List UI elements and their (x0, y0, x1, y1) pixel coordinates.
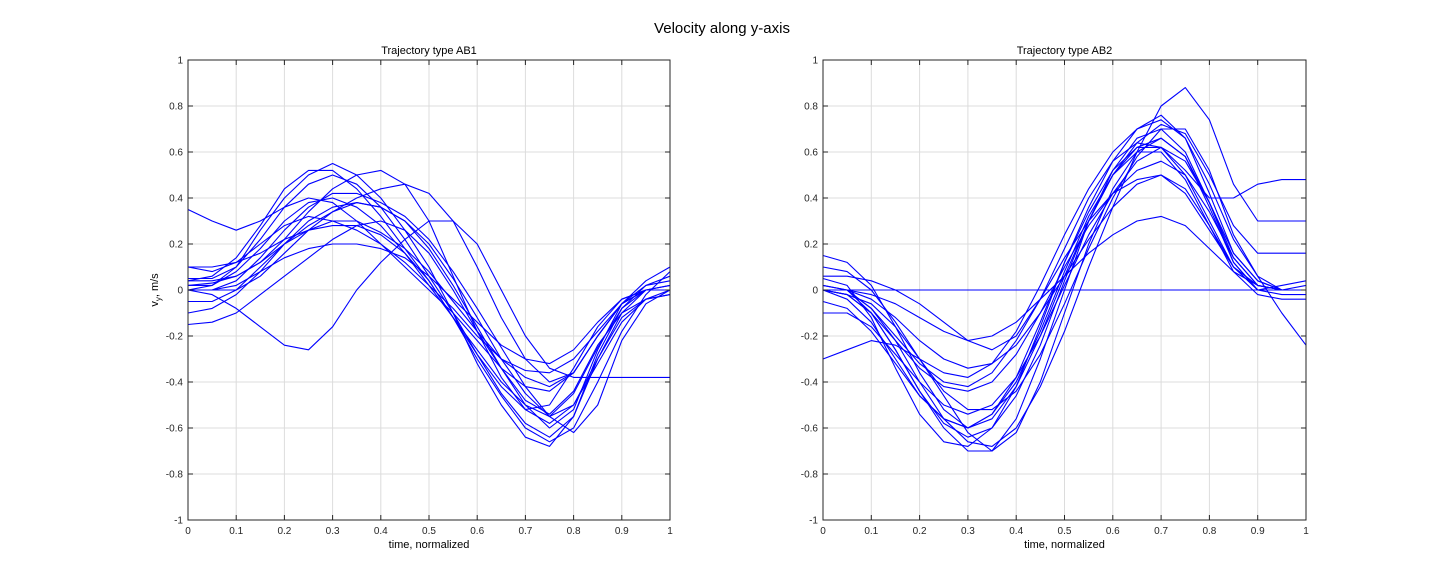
x-tick-label: 0.4 (1009, 526, 1023, 537)
x-tick-label: 0.3 (326, 526, 340, 537)
y-tick-label: -0.2 (801, 332, 819, 343)
x-tick-label: 0.4 (374, 526, 388, 537)
x-tick-label: 0.8 (1202, 526, 1216, 537)
x-tick-label: 1 (1303, 526, 1309, 537)
subplot-title: Trajectory type AB1 (381, 45, 477, 57)
x-tick-label: 0.5 (1058, 526, 1072, 537)
subplot-ab1: 0 0.1 0.2 0.3 0.4 0.5 0.6 0.7 0.8 0.9 1 -1 -0.8 -0.6 -… (149, 45, 673, 551)
y-tick-label: 0 (177, 286, 183, 297)
y-tick-label: -0.4 (801, 378, 819, 389)
x-tick-label: 0.2 (277, 526, 291, 537)
subplot-ab2: 0 0.1 0.2 0.3 0.4 0.5 0.6 0.7 0.8 0.9 1 -1 -0.8 -0.6 -… (801, 45, 1309, 551)
series-line-7 (822, 128, 1306, 411)
y-tick-label: 1 (812, 56, 818, 67)
subplot-title: Trajectory type AB2 (1017, 45, 1113, 57)
series-line-8 (822, 137, 1306, 452)
y-tick-label: -0.8 (801, 470, 819, 481)
x-tick-label: 0.9 (1251, 526, 1265, 537)
series-line-3 (822, 174, 1306, 388)
y-tick-label: 0.4 (804, 194, 818, 205)
y-tick-label: 1 (177, 56, 183, 67)
series-line-14 (188, 183, 670, 383)
y-tick-label: 0 (812, 286, 818, 297)
y-axis-label: vy, m/s (149, 273, 163, 307)
figure-title: Velocity along y-axis (654, 20, 790, 37)
x-tick-label: 0.7 (1154, 526, 1168, 537)
y-tick-label: 0.8 (804, 102, 818, 113)
x-tick-label: 0.2 (913, 526, 927, 537)
y-tick-label: 0.6 (169, 148, 183, 159)
series-line-4 (822, 114, 1306, 447)
series-line-15 (822, 151, 1306, 429)
y-axis-label-unit: , m/s (149, 273, 161, 297)
y-tick-label: -1 (809, 516, 818, 527)
series-line-11 (822, 119, 1307, 378)
y-tick-label: 0.2 (804, 240, 818, 251)
y-tick-label: -0.6 (801, 424, 819, 435)
x-tick-label: 0.8 (567, 526, 581, 537)
x-axis-label: time, normalized (1024, 539, 1105, 551)
y-tick-label: 0.2 (169, 240, 183, 251)
y-axis-label-symbol: v (149, 301, 161, 307)
series-line-12 (823, 87, 1306, 447)
y-tick-label: 0.6 (804, 148, 818, 159)
x-axis-label: time, normalized (389, 539, 470, 551)
series-line-8 (188, 243, 670, 365)
x-tick-label: 0.7 (518, 526, 532, 537)
y-tick-label: -0.4 (166, 378, 184, 389)
y-tick-label: 0.8 (169, 102, 183, 113)
y-tick-label: -0.2 (166, 332, 184, 343)
y-tick-label: 0.4 (169, 194, 183, 205)
series-line-14 (823, 142, 1306, 351)
x-tick-label: 0.1 (864, 526, 878, 537)
x-tick-label: 0.6 (1106, 526, 1120, 537)
x-tick-label: 1 (667, 526, 673, 537)
y-axis-label-subscript: y (154, 297, 163, 301)
y-tick-label: -1 (174, 516, 183, 527)
x-tick-label: 0.3 (961, 526, 975, 537)
x-tick-label: 0.5 (422, 526, 436, 537)
series-line-10 (187, 220, 671, 415)
series-line-16 (188, 169, 670, 411)
y-tick-label: -0.6 (166, 424, 184, 435)
series-line-10 (822, 123, 1306, 429)
y-tick-label: -0.8 (166, 470, 184, 481)
x-tick-label: 0 (820, 526, 826, 537)
x-tick-label: 0 (185, 526, 191, 537)
x-tick-label: 0.9 (615, 526, 629, 537)
series-line-7 (188, 162, 671, 447)
series-line-13 (188, 225, 671, 443)
x-tick-label: 0.1 (229, 526, 243, 537)
series-line-15 (187, 202, 671, 429)
x-tick-label: 0.6 (470, 526, 484, 537)
